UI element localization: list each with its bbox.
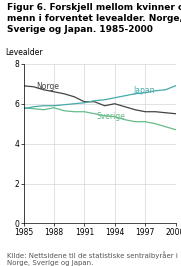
Text: Figur 6. Forskjell mellom kvinner og
menn i forventet levealder. Norge,
Sverige : Figur 6. Forskjell mellom kvinner og men…: [7, 3, 181, 34]
Text: Japan: Japan: [133, 86, 155, 95]
Text: Levealder: Levealder: [5, 48, 43, 57]
Text: Norge: Norge: [37, 82, 60, 92]
Text: Kilde: Nettsidene til de statistiske sentralbyråer i
Norge, Sverige og Japan.: Kilde: Nettsidene til de statistiske sen…: [7, 251, 178, 266]
Text: Sverige: Sverige: [96, 112, 125, 121]
